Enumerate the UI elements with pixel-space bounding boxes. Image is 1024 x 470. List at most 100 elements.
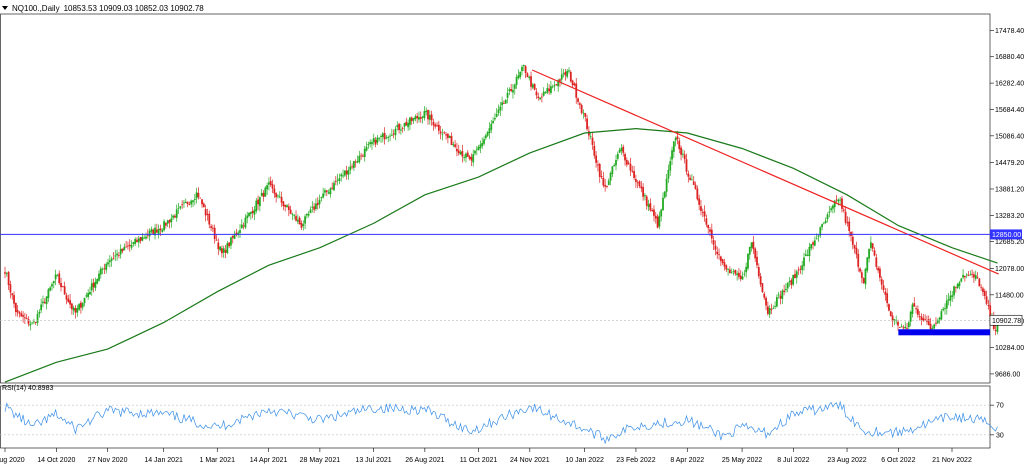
candle-body	[427, 110, 429, 120]
candle-body	[779, 295, 782, 299]
candle-body	[615, 160, 617, 166]
candle-body	[707, 224, 710, 229]
candle-body	[808, 246, 811, 257]
symbol-label: NQ100.,Daily	[12, 3, 60, 13]
candle-body	[954, 287, 957, 289]
dropdown-triangle-icon[interactable]	[2, 6, 8, 10]
y-tick-label: 13881.20	[995, 186, 1024, 193]
candle-body	[492, 121, 494, 124]
candle-body	[63, 286, 66, 295]
candle-body	[803, 257, 805, 267]
candle-body	[685, 159, 688, 172]
candle-body	[94, 281, 97, 289]
x-tick-label: 23 Aug 2022	[827, 457, 866, 464]
candle-body	[20, 313, 23, 317]
candles-group	[4, 64, 999, 336]
candle-body	[877, 267, 880, 271]
candle-body	[401, 127, 404, 129]
candle-body	[99, 268, 102, 275]
candle-body	[381, 133, 384, 138]
candle-body	[602, 177, 605, 186]
candle-body	[822, 222, 825, 224]
candle-body	[786, 282, 789, 289]
candle-body	[960, 278, 963, 282]
candle-body	[345, 170, 348, 175]
candle-body	[857, 253, 860, 267]
candle-body	[385, 137, 388, 139]
candle-body	[390, 134, 393, 136]
x-tick-label: 28 May 2021	[300, 457, 341, 464]
candle-body	[855, 247, 858, 255]
candle-body	[293, 215, 296, 217]
candle-body	[761, 283, 764, 292]
candle-body	[598, 164, 601, 177]
candle-body	[530, 76, 532, 87]
candle-body	[678, 140, 681, 150]
candle-body	[195, 192, 198, 199]
candle-body	[875, 257, 878, 267]
candle-body	[108, 260, 111, 263]
candle-body	[712, 240, 715, 245]
candle-body	[27, 319, 30, 324]
candle-body	[674, 137, 677, 141]
candle-body	[110, 258, 113, 261]
candle-body	[868, 249, 870, 259]
candle-body	[783, 290, 786, 292]
candle-body	[546, 88, 549, 93]
candle-body	[521, 66, 523, 72]
candle-body	[586, 118, 588, 130]
candle-body	[888, 304, 890, 311]
candle-body	[653, 209, 655, 216]
candle-body	[29, 323, 32, 326]
candle-body	[152, 229, 155, 235]
candle-body	[577, 98, 579, 102]
candle-body	[300, 223, 303, 228]
candle-body	[719, 256, 722, 261]
candle-body	[277, 195, 279, 197]
candle-body	[649, 203, 652, 211]
candle-body	[730, 272, 733, 274]
candle-body	[89, 291, 91, 295]
candle-body	[14, 302, 17, 313]
candle-body	[862, 278, 865, 283]
candle-body	[813, 240, 816, 246]
y-tick-label: 15684.40	[995, 107, 1024, 114]
candle-body	[752, 241, 755, 250]
candle-body	[468, 156, 471, 159]
candle-body	[434, 124, 437, 127]
candle-body	[512, 90, 514, 93]
candle-body	[795, 271, 798, 278]
candle-body	[927, 319, 930, 326]
candle-body	[90, 283, 93, 291]
candle-body	[616, 153, 619, 159]
candle-body	[756, 256, 758, 266]
candle-body	[564, 71, 567, 76]
candle-body	[945, 300, 948, 309]
candle-body	[490, 123, 493, 130]
candle-body	[296, 219, 299, 222]
candle-body	[566, 70, 569, 77]
y-tick-label: 13283.20	[995, 213, 1024, 220]
candle-body	[403, 123, 406, 127]
candle-body	[557, 80, 560, 87]
chart-header[interactable]: NQ100.,Daily 10853.53 10909.03 10852.03 …	[2, 1, 204, 15]
candle-body	[821, 224, 823, 228]
candle-body	[591, 137, 594, 145]
candle-body	[275, 193, 278, 198]
candle-body	[38, 311, 41, 314]
candle-body	[430, 114, 433, 121]
candle-body	[788, 281, 791, 283]
candle-body	[419, 117, 422, 119]
candle-body	[869, 242, 872, 248]
candle-body	[11, 293, 14, 296]
candle-body	[906, 328, 908, 330]
candle-body	[508, 89, 511, 92]
rsi-header: RSI(14) 40.8983	[2, 385, 54, 392]
candle-body	[452, 144, 455, 146]
candle-body	[199, 197, 202, 199]
candle-body	[889, 311, 892, 317]
candle-body	[130, 244, 133, 248]
candle-body	[253, 209, 256, 215]
candle-body	[851, 236, 854, 245]
candle-body	[289, 209, 292, 214]
